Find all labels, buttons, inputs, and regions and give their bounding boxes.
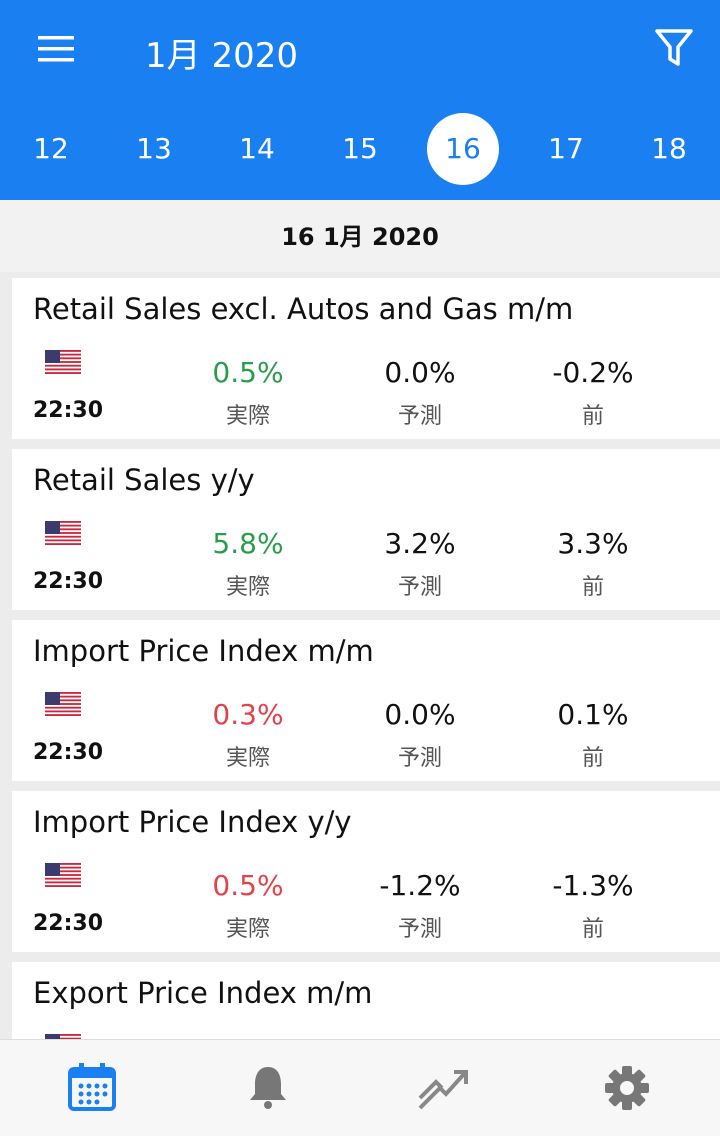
previous-value: -1.3% [552,869,634,902]
us-flag [45,863,81,887]
bottom-nav [0,1039,720,1136]
day[interactable]: 18 [651,132,687,165]
previous-label: 前 [581,575,604,600]
event-time: 22:30 [33,740,104,765]
header: 1月 2020 12 13 14 15 16 17 18 [0,0,720,200]
actual-label: 実際 [225,404,270,429]
date-heading: 16 1月 2020 [0,200,720,272]
chart-tab[interactable] [416,1062,470,1114]
actual-label: 実際 [225,917,270,942]
filter-button[interactable] [654,28,694,68]
event-card[interactable]: Import Price Index m/m 22:30 0.3% 実際 0.0% 予測 0… [12,620,720,781]
previous-value: -0.2% [552,356,634,389]
day[interactable]: 13 [136,132,172,165]
actual-value: 5.8% [212,527,284,560]
event-title: Import Price Index m/m [33,634,374,668]
forecast-label: 予測 [397,575,442,600]
event-card[interactable]: Retail Sales excl. Autos and Gas m/m 22:3… [12,278,720,439]
day[interactable]: 14 [239,132,275,165]
event-title: Export Price Index m/m [33,976,373,1010]
menu-button[interactable] [36,34,76,64]
previous-label: 前 [581,404,604,429]
us-flag [45,692,81,716]
previous-label: 前 [581,746,604,771]
event-time: 22:30 [33,911,104,936]
event-title: Retail Sales excl. Autos and Gas m/m [33,292,574,326]
forecast-value: 0.0% [384,356,456,389]
forecast-value: 0.0% [384,698,456,731]
forecast-label: 予測 [397,917,442,942]
previous-value: 0.1% [557,698,629,731]
actual-value: 0.3% [212,698,284,731]
day[interactable]: 17 [548,132,584,165]
forecast-label: 予測 [397,746,442,771]
previous-label: 前 [581,917,604,942]
actual-value: 0.5% [212,869,284,902]
forecast-label: 予測 [397,404,442,429]
actual-label: 実際 [225,575,270,600]
us-flag [45,521,81,545]
event-time: 22:30 [33,398,104,423]
event-title: Import Price Index y/y [33,805,352,839]
forecast-value: 3.2% [384,527,456,560]
forecast-value: -1.2% [379,869,461,902]
event-title: Retail Sales y/y [33,463,255,497]
month-title: 1月 2020 [145,36,298,76]
day[interactable]: 12 [33,132,69,165]
calendar-tab[interactable] [67,1062,119,1114]
actual-value: 0.5% [212,356,284,389]
day[interactable]: 15 [342,132,378,165]
alerts-tab[interactable] [246,1064,290,1110]
actual-label: 実際 [225,746,270,771]
us-flag [45,350,81,374]
settings-tab[interactable] [603,1064,651,1112]
event-card[interactable]: Retail Sales y/y 22:30 5.8% 実際 3.2% 予測 3.3% 前 [12,449,720,610]
event-time: 22:30 [33,569,104,594]
day[interactable]: 16 [427,113,499,185]
event-card[interactable]: Import Price Index y/y 22:30 0.5% 実際 -1.2% 予測… [12,791,720,952]
previous-value: 3.3% [557,527,629,560]
